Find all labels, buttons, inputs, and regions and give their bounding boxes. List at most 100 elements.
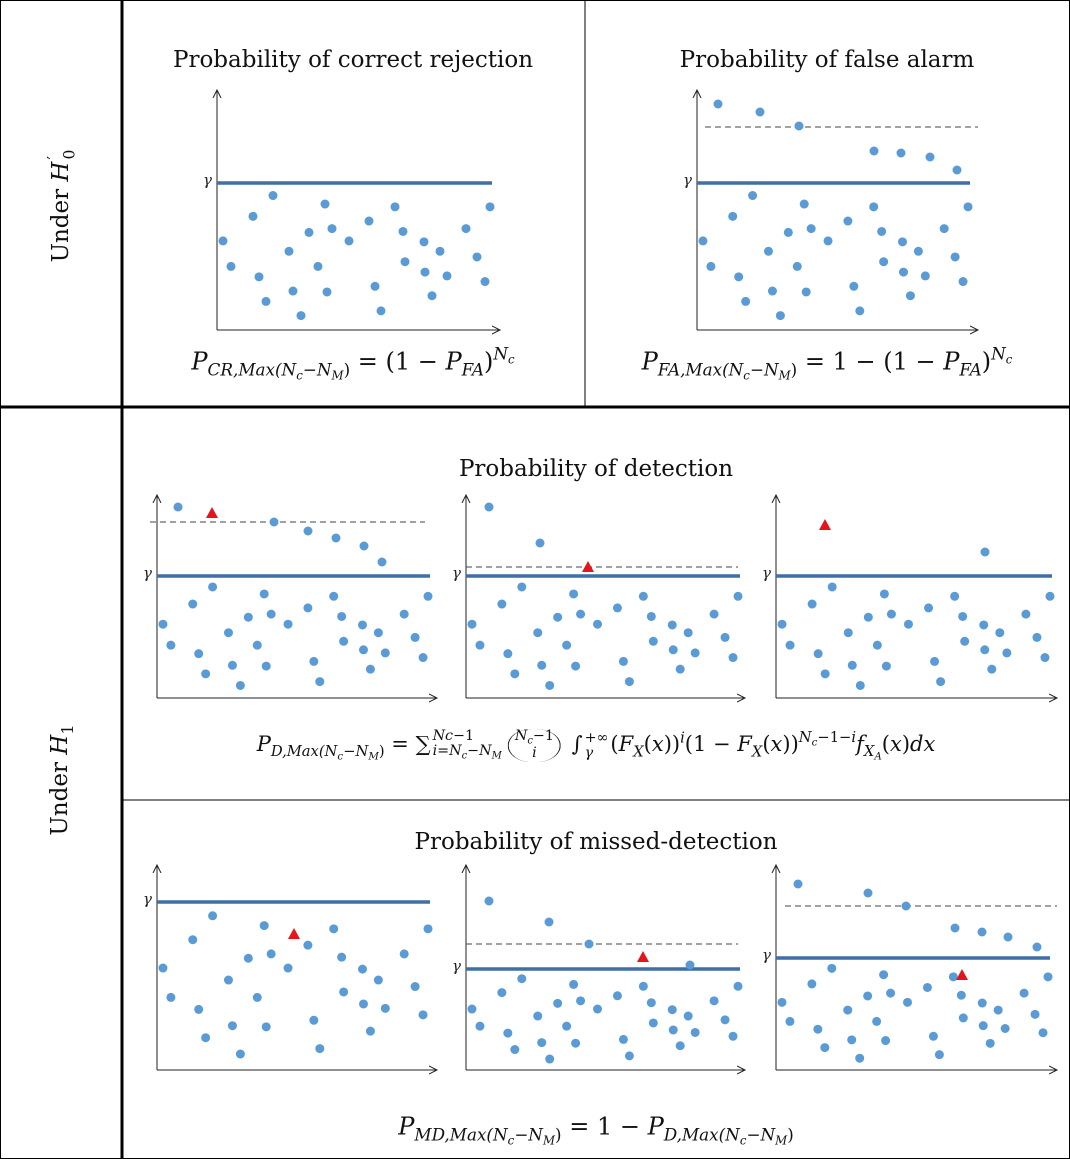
sample-dot: [571, 1038, 581, 1048]
math-text: −1−: [817, 729, 852, 747]
sample-dot: [269, 517, 279, 527]
sample-dot: [303, 940, 313, 950]
sample-dot: [533, 1011, 543, 1021]
sample-dot: [418, 1010, 428, 1020]
sample-dot: [535, 538, 545, 548]
math-text: )): [782, 732, 799, 757]
math-text: ): [981, 347, 992, 376]
gamma-label: γ: [452, 564, 461, 582]
sample-dot: [373, 975, 383, 985]
sample-dot: [807, 979, 817, 989]
sample-dot: [950, 252, 960, 262]
sample-dot: [235, 680, 245, 690]
sample-dot: [248, 211, 258, 221]
sample-dot: [418, 653, 428, 663]
math-text: +∞: [584, 729, 609, 746]
math-text: ): [483, 347, 494, 376]
sample-dot: [252, 640, 262, 650]
sample-dot: [903, 997, 913, 1007]
gamma-label: γ: [452, 957, 461, 975]
math-text: F: [618, 732, 634, 757]
math-text: ): [787, 1124, 794, 1145]
target-triangle: [637, 951, 649, 962]
math-text: N: [432, 728, 446, 745]
math-text: N: [479, 743, 492, 760]
sample-dot: [377, 557, 387, 567]
math-text: −1: [453, 728, 475, 745]
sample-dot: [304, 227, 314, 237]
math-text: i: [432, 743, 438, 760]
sample-dot: [958, 277, 968, 287]
sample-dot: [847, 1035, 857, 1045]
math-text: Under: [48, 181, 74, 263]
sample-dot: [329, 591, 339, 601]
sample-dot: [901, 901, 911, 911]
sample-dot: [472, 252, 482, 262]
subscript: A: [874, 751, 881, 763]
math-text: = (1 −: [350, 347, 446, 376]
math-text: = 1 −: [561, 1112, 648, 1141]
sample-dot: [777, 997, 787, 1007]
gamma-label: γ: [762, 564, 771, 582]
sample-dot: [373, 628, 383, 638]
sample-dot: [948, 972, 958, 982]
math-text: x: [770, 732, 783, 757]
sample-dot: [467, 1004, 477, 1014]
math-text: −: [746, 1124, 761, 1145]
math-text: −1: [532, 728, 554, 745]
sample-dot: [497, 988, 507, 998]
sample-dot: [685, 960, 695, 970]
limits: +∞ γ: [584, 729, 609, 761]
sample-dot: [339, 636, 349, 646]
sample-dot: [223, 628, 233, 638]
math-text: A: [874, 750, 882, 763]
sample-dot: [877, 226, 887, 236]
sample-dot: [792, 261, 802, 271]
sample-dot: [337, 952, 347, 962]
sample-dot: [571, 661, 581, 671]
subscript: M: [779, 369, 791, 383]
math-text: γ: [584, 744, 594, 761]
math-text: N: [355, 743, 369, 761]
sample-dot: [855, 306, 865, 316]
sample-dot: [517, 582, 527, 592]
math-text: ): [555, 1124, 562, 1145]
math-text: =: [437, 743, 450, 760]
sample-dot: [980, 645, 990, 655]
math-text: 0: [60, 149, 79, 160]
sample-dot: [675, 664, 685, 674]
sample-dot: [668, 1025, 678, 1035]
sample-dot: [881, 661, 891, 671]
sample-dot: [638, 981, 648, 991]
sample-dot: [261, 1022, 271, 1032]
sample-dot: [533, 628, 543, 638]
sample-dot: [322, 287, 332, 297]
sample-dot: [484, 502, 494, 512]
sample-dot: [872, 1016, 882, 1026]
sample-dot: [863, 991, 873, 1001]
sample-dot: [823, 236, 833, 246]
subscript: c: [740, 1133, 747, 1147]
sample-dot: [243, 612, 253, 622]
sample-dot: [958, 611, 968, 621]
sample-dot: [337, 611, 347, 621]
sample-dot: [987, 664, 997, 674]
sample-dot: [259, 589, 269, 599]
sample-dot: [537, 1038, 547, 1048]
subscript: FA,Max(Nc−NM): [658, 359, 797, 382]
subscript: MD,Max(Nc−NM): [414, 1124, 562, 1147]
lower-limit: i=Nc−NM: [433, 744, 502, 762]
sample-dot: [357, 620, 367, 630]
math-text: −: [302, 359, 317, 380]
sample-dot: [794, 121, 804, 131]
sample-dot: [939, 224, 949, 234]
sample-dot: [365, 664, 375, 674]
sample-dot: [813, 1024, 823, 1034]
sample-dot: [648, 1018, 658, 1028]
sample-dot: [576, 996, 586, 1006]
sample-dot: [339, 987, 349, 997]
row-label: Under H1: [47, 724, 77, 835]
math-text: X: [863, 743, 875, 761]
sample-dot: [977, 998, 987, 1008]
target-triangle: [206, 507, 218, 518]
